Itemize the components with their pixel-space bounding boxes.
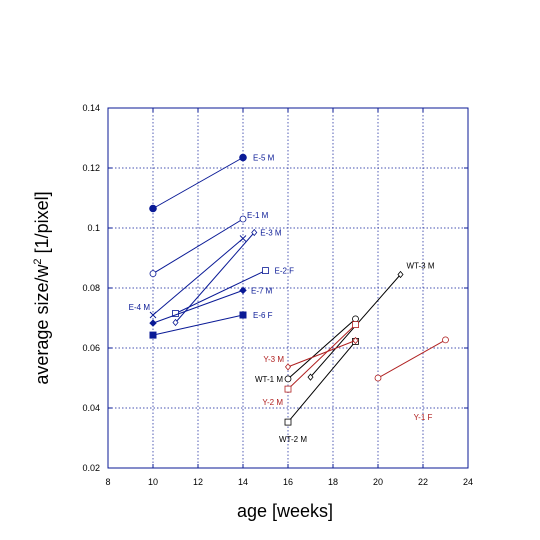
series-label: E-2 F xyxy=(275,267,295,276)
open-circle-marker xyxy=(442,336,449,344)
series-line xyxy=(377,339,446,379)
x-tick-label: 18 xyxy=(328,477,338,487)
x-tick-label: 10 xyxy=(148,477,158,487)
open-circle-marker xyxy=(149,270,157,278)
series-e-6-f xyxy=(149,311,247,339)
filled-diamond-marker xyxy=(239,286,247,295)
series-e-7-m xyxy=(149,286,247,327)
filled-square-marker xyxy=(149,331,157,339)
series-line xyxy=(175,232,255,323)
series-label: E-5 M xyxy=(253,154,275,163)
series-label: E-6 F xyxy=(253,311,273,320)
open-circle-marker xyxy=(284,375,292,383)
series-label: WT-1 M xyxy=(255,375,283,384)
series-y-2-m xyxy=(284,321,359,393)
series-label: WT-3 M xyxy=(407,262,435,271)
series-y-3-m xyxy=(284,336,359,371)
series-labels: E-5 M E-1 M E-4 M E-3 M E-2 F E-7 M E-6 F WT-3 … xyxy=(129,154,435,445)
series-e-4-m xyxy=(149,235,247,319)
x-axis-label: age [weeks] xyxy=(237,501,333,521)
series-line xyxy=(175,270,266,314)
y-axis-label: average size/w2 [1/pixel] xyxy=(32,191,52,384)
open-square-marker xyxy=(284,418,292,426)
series-line xyxy=(152,314,244,336)
series-label: E-4 M xyxy=(129,303,151,312)
y-axis-label-main: average size/w xyxy=(32,264,52,385)
y-axis-label-unit: [1/pixel] xyxy=(32,191,52,258)
y-axis-label-sup: 2 xyxy=(32,258,44,264)
open-diamond-marker xyxy=(284,363,292,371)
y-tick-label: 0.08 xyxy=(82,283,100,293)
open-square-marker xyxy=(284,385,292,393)
open-diamond-marker xyxy=(251,228,258,237)
series-label: Y-1 F xyxy=(414,413,433,422)
filled-diamond-marker xyxy=(149,319,157,327)
series-wt-1-m xyxy=(284,315,359,383)
y-tick-label: 0.04 xyxy=(82,403,100,413)
x-tick-label: 14 xyxy=(238,477,248,487)
y-tick-label: 0.1 xyxy=(87,223,100,233)
filled-circle-marker xyxy=(149,204,157,213)
cross-marker xyxy=(239,235,247,242)
series-e-1-m xyxy=(149,215,247,278)
filled-square-marker xyxy=(239,311,247,319)
series-label: Y-2 M xyxy=(262,398,283,407)
open-circle-marker xyxy=(374,374,382,382)
y-tick-label: 0.06 xyxy=(82,343,100,353)
series-label: WT-2 M xyxy=(279,435,307,444)
y-tick-label: 0.12 xyxy=(82,163,100,173)
tick-labels: 8 10 12 14 16 18 20 22 24 0.02 0.04 0.06 0.08 0.1 0.12… xyxy=(82,103,473,487)
open-square-marker xyxy=(262,267,269,275)
y-tick-label: 0.02 xyxy=(82,463,100,473)
x-tick-label: 22 xyxy=(418,477,428,487)
open-circle-marker xyxy=(352,315,359,323)
x-tick-label: 20 xyxy=(373,477,383,487)
series-label: Y-3 M xyxy=(263,355,284,364)
open-diamond-marker xyxy=(307,373,314,381)
filled-circle-marker xyxy=(239,153,247,162)
y-tick-label: 0.14 xyxy=(82,103,100,113)
series-label: E-3 M xyxy=(260,229,282,238)
x-tick-label: 16 xyxy=(283,477,293,487)
open-diamond-marker xyxy=(397,270,404,279)
series-line xyxy=(152,289,244,324)
series-line xyxy=(152,238,244,316)
cross-marker xyxy=(149,311,157,319)
series-label: E-7 M xyxy=(251,286,273,295)
series-line xyxy=(287,318,356,380)
series-line xyxy=(152,218,244,275)
open-circle-marker xyxy=(239,215,247,223)
series-label: E-1 M xyxy=(247,211,269,220)
open-diamond-marker xyxy=(172,318,179,327)
series-line xyxy=(287,324,356,390)
open-diamond-marker xyxy=(352,336,359,345)
plot-frame xyxy=(107,107,469,469)
x-tick-label: 24 xyxy=(463,477,473,487)
x-tick-label: 8 xyxy=(105,477,110,487)
open-square-marker xyxy=(352,321,359,329)
series-y-1-f xyxy=(374,336,449,382)
series-e-5-m xyxy=(149,153,247,213)
series-line xyxy=(287,340,356,368)
series-line xyxy=(152,157,244,209)
x-tick-label: 12 xyxy=(193,477,203,487)
series-line xyxy=(287,341,356,423)
series-layer xyxy=(149,153,449,426)
